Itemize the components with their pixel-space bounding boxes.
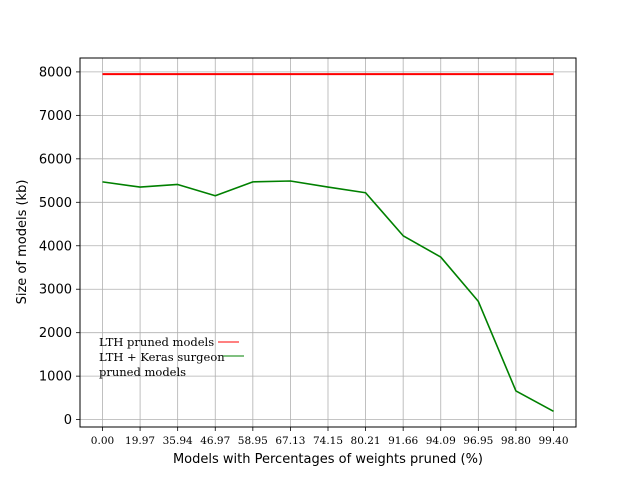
y-tick-label: 1000	[39, 370, 72, 385]
series-layer	[102, 73, 554, 413]
y-axis-label: Size of models (kb)	[15, 180, 30, 305]
tick-layer: 0.00 19.97 35.94 46.97 58.95 67.13 74.15 80.21 9…	[39, 65, 569, 447]
y-tick-label: 0	[64, 413, 72, 428]
legend-label-lth-keras-surgeon: LTH + Keras surgeon pruned models	[99, 350, 225, 379]
x-tick-label: 80.21	[351, 435, 381, 447]
y-tick-label: 7000	[39, 109, 72, 124]
x-tick-label: 96.95	[463, 435, 493, 447]
y-tick-label: 5000	[39, 196, 72, 211]
x-tick-label: 19.97	[125, 435, 155, 447]
series-line-lth-keras-surgeon	[102, 180, 554, 413]
x-tick-label: 91.66	[388, 435, 418, 447]
x-tick-label: 94.09	[426, 435, 456, 447]
x-tick-label: 99.40	[538, 435, 568, 447]
x-tick-label: 67.13	[275, 435, 305, 447]
y-tick-label: 2000	[39, 326, 72, 341]
y-tick-label: 6000	[39, 152, 72, 167]
y-tick-label: 3000	[39, 283, 72, 298]
x-tick-label: 74.15	[313, 435, 343, 447]
x-tick-label: 35.94	[163, 435, 193, 447]
x-tick-label: 98.80	[501, 435, 531, 447]
y-tick-label: 8000	[39, 65, 72, 80]
legend-label-lth-pruned: LTH pruned models	[99, 335, 214, 349]
grid-lines	[80, 58, 576, 427]
y-tick-label: 4000	[39, 239, 72, 254]
x-tick-label: 0.00	[91, 435, 114, 447]
x-tick-label: 58.95	[238, 435, 268, 447]
x-tick-label: 46.97	[200, 435, 230, 447]
x-axis-label: Models with Percentages of weights prune…	[173, 452, 483, 467]
